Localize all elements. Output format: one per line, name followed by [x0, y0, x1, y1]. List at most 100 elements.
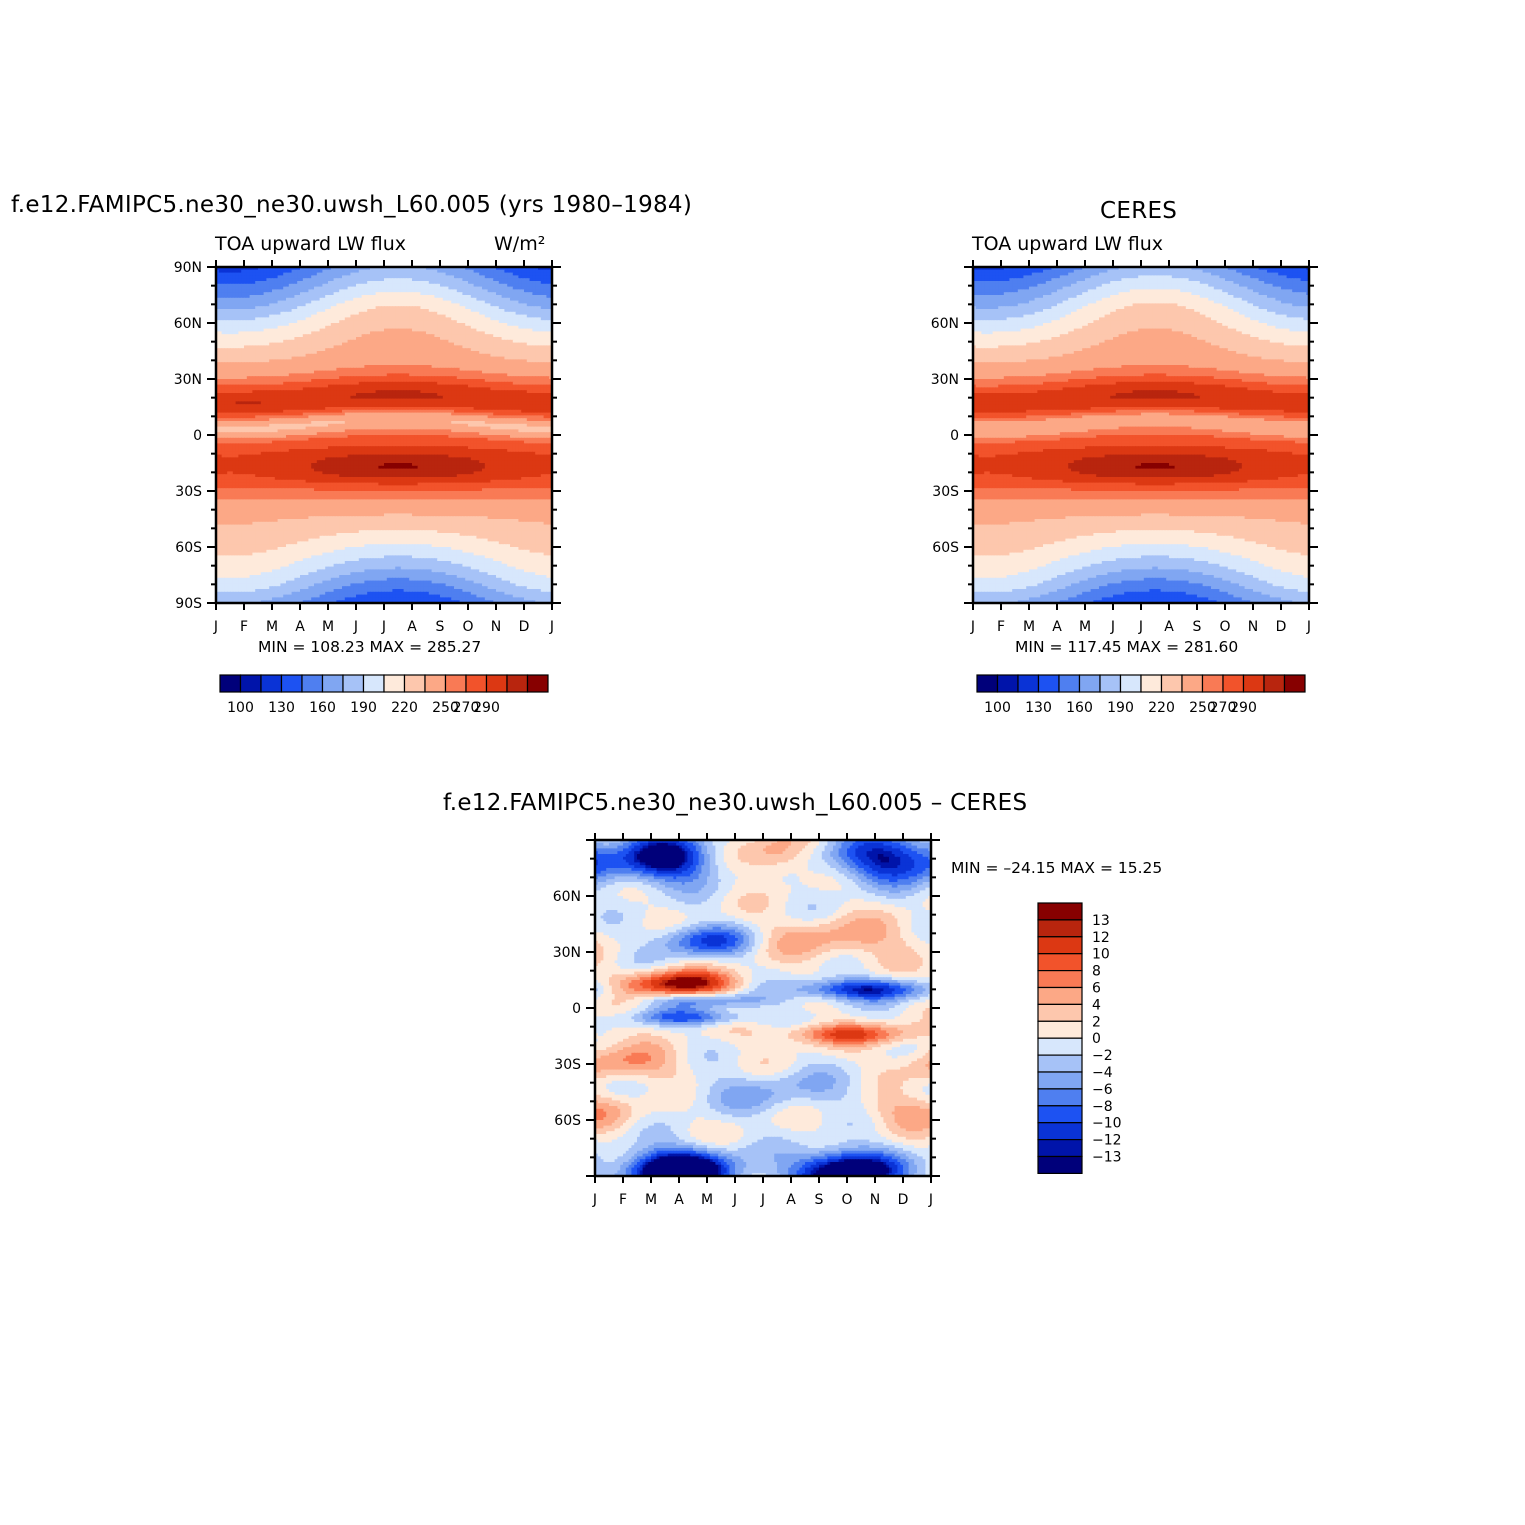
x-tick-label: N	[491, 619, 501, 635]
colorbar-box	[1283, 674, 1306, 693]
colorbar-label: 160	[309, 700, 336, 716]
x-tick-label: J	[928, 1192, 933, 1208]
y-tick-label: 90N	[174, 260, 202, 276]
x-tick-label: O	[462, 619, 473, 635]
contour-field	[216, 267, 553, 604]
contour-field	[595, 840, 932, 1177]
colorbar-box	[1037, 1037, 1083, 1056]
x-tick-label: M	[645, 1192, 657, 1208]
colorbar-box	[383, 674, 406, 693]
colorbar-box	[260, 674, 283, 693]
x-tick-label: J	[1138, 619, 1143, 635]
colorbar-box	[362, 674, 385, 693]
colorbar-label: 13	[1092, 913, 1110, 929]
x-tick-label: M	[322, 619, 334, 635]
colorbar-label: 220	[391, 700, 418, 716]
colorbar-box	[1037, 953, 1083, 972]
colorbar-box	[1099, 674, 1122, 693]
y-tick-label: 60N	[931, 316, 959, 332]
x-tick-label: N	[1248, 619, 1258, 635]
colorbar-box	[1037, 1003, 1083, 1022]
x-tick-label: A	[674, 1192, 684, 1208]
x-tick-label: J	[381, 619, 386, 635]
colorbar-box	[1037, 1105, 1083, 1124]
colorbar-label: 190	[1107, 700, 1134, 716]
y-tick-label: 0	[950, 428, 959, 444]
colorbar-box	[321, 674, 344, 693]
colorbar-box	[1037, 1071, 1083, 1090]
x-tick-label: F	[240, 619, 248, 635]
x-tick-label: J	[549, 619, 554, 635]
colorbar-label: 100	[984, 700, 1011, 716]
x-tick-label: D	[519, 619, 530, 635]
colorbar-label: −4	[1092, 1065, 1113, 1081]
colorbar-label: −6	[1092, 1082, 1113, 1098]
model-variable-label: TOA upward LW flux	[215, 233, 406, 255]
colorbar-box	[1037, 936, 1083, 955]
x-tick-label: J	[970, 619, 975, 635]
x-tick-label: F	[619, 1192, 627, 1208]
colorbar-box	[1037, 674, 1060, 693]
x-tick-label: M	[266, 619, 278, 635]
colorbar-box	[1037, 1020, 1083, 1039]
y-tick-label: 30N	[174, 372, 202, 388]
colorbar-label: −12	[1092, 1133, 1122, 1149]
colorbar-box	[1160, 674, 1183, 693]
x-tick-label: J	[353, 619, 358, 635]
x-tick-label: D	[1276, 619, 1287, 635]
colorbar-box	[403, 674, 426, 693]
colorbar-label: 4	[1092, 997, 1101, 1013]
x-tick-label: J	[732, 1192, 737, 1208]
y-tick-label: 0	[572, 1001, 581, 1017]
colorbar-label: 8	[1092, 964, 1101, 980]
x-tick-label: A	[407, 619, 417, 635]
x-tick-label: M	[701, 1192, 713, 1208]
colorbar-label: 10	[1092, 947, 1110, 963]
colorbar-box	[1078, 674, 1101, 693]
x-tick-label: A	[1052, 619, 1062, 635]
colorbar-label: 270	[453, 700, 480, 716]
y-tick-label: 30S	[554, 1057, 581, 1073]
x-tick-label: J	[760, 1192, 765, 1208]
colorbar-box	[342, 674, 365, 693]
y-tick-label: 0	[193, 428, 202, 444]
diff-panel-title: f.e12.FAMIPC5.ne30_ne30.uwsh_L60.005 – C…	[443, 790, 1027, 816]
colorbar-box	[219, 674, 242, 693]
colorbar-label: 220	[1148, 700, 1175, 716]
y-tick-label: 90S	[175, 596, 202, 612]
model-units-label: W/m²	[494, 233, 545, 255]
y-tick-label: 30N	[553, 945, 581, 961]
colorbar-label: −13	[1092, 1150, 1122, 1166]
colorbar-box	[1037, 1054, 1083, 1073]
x-tick-label: M	[1023, 619, 1035, 635]
obs-panel-title: CERES	[1100, 198, 1177, 224]
y-tick-label: 30N	[931, 372, 959, 388]
obs-variable-label: TOA upward LW flux	[972, 233, 1163, 255]
colorbar-box	[1181, 674, 1204, 693]
colorbar-box	[506, 674, 529, 693]
colorbar-box	[1119, 674, 1142, 693]
colorbar-box	[1017, 674, 1040, 693]
colorbar-label: 12	[1092, 930, 1110, 946]
obs-chart: J F M A M J J A S O N D J 60N 30N 0 30S 60S	[931, 260, 1318, 635]
colorbar-label: 190	[350, 700, 377, 716]
colorbar-box	[1037, 1155, 1083, 1174]
y-tick-label: 60S	[175, 540, 202, 556]
colorbar-box	[424, 674, 447, 693]
colorbar-box	[301, 674, 324, 693]
x-tick-label: D	[898, 1192, 909, 1208]
colorbar-label: 160	[1066, 700, 1093, 716]
colorbar-box	[1037, 986, 1083, 1005]
model-chart: J F M A M J J A S O N D J 90N 60N 30N 0 30S 60S 90S	[174, 260, 561, 635]
colorbar-box	[1037, 969, 1083, 989]
colorbar-box	[1263, 674, 1286, 693]
colorbar-box	[976, 674, 999, 693]
colorbar-box	[1242, 674, 1265, 693]
colorbar-label: 6	[1092, 981, 1101, 997]
colorbar-box	[996, 674, 1019, 693]
colorbar-box	[239, 674, 262, 693]
colorbar-box	[280, 674, 303, 693]
y-tick-label: 30S	[932, 484, 959, 500]
